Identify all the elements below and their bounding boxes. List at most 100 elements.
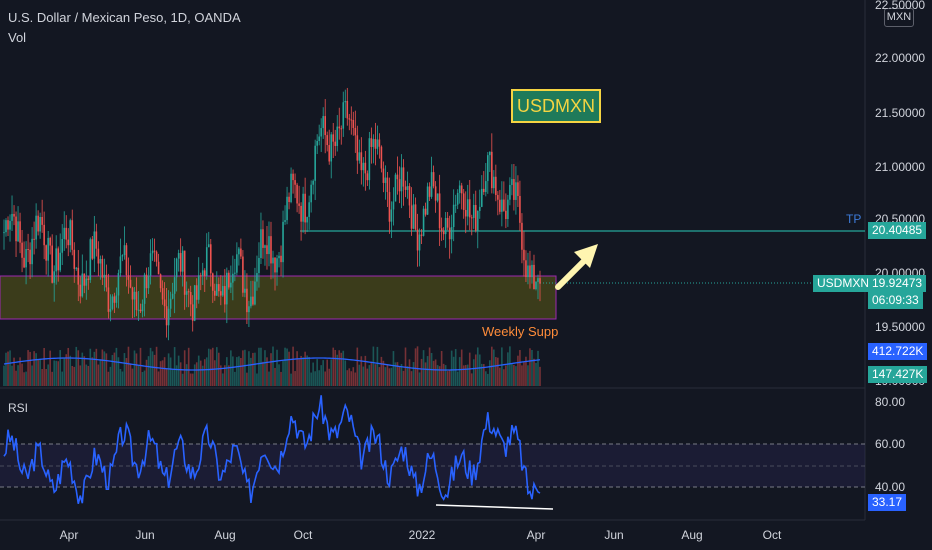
volume-bar	[89, 348, 92, 386]
candle-body	[234, 272, 236, 274]
volume-bar	[338, 350, 341, 386]
candle-body	[316, 140, 318, 146]
candle-body	[67, 239, 70, 246]
candle-body	[29, 249, 31, 265]
volume-bar	[390, 367, 393, 386]
candle-body	[525, 260, 527, 278]
candle-body	[438, 193, 441, 229]
up-arrow-icon	[555, 244, 598, 290]
candle-body	[362, 162, 365, 171]
candle-body	[11, 213, 13, 221]
candle-body	[330, 134, 333, 162]
volume-bar	[181, 373, 184, 386]
candle-body	[252, 296, 254, 305]
candle-body	[53, 271, 55, 283]
candle-body	[499, 199, 501, 212]
volume-bar	[129, 363, 132, 386]
volume-bar	[472, 359, 475, 386]
candle-body	[326, 135, 329, 146]
volume-bar	[408, 359, 411, 386]
volume-bar	[103, 351, 106, 386]
volume-bar	[515, 366, 517, 386]
candle-body	[344, 100, 347, 103]
volume-bar	[13, 357, 15, 386]
candle-body	[171, 293, 174, 299]
volume-bar	[344, 360, 347, 386]
volume-bar	[143, 370, 146, 386]
candle-body	[51, 245, 53, 283]
volume-bar	[5, 352, 7, 386]
candle-body	[79, 284, 82, 297]
volume-bar	[495, 357, 497, 386]
volume-bar	[388, 368, 391, 386]
rsi-tick: 80.00	[875, 395, 906, 409]
currency-badge[interactable]: MXN	[884, 8, 914, 27]
price-tick: 21.50000	[875, 106, 926, 120]
candle-body	[284, 220, 286, 222]
countdown-badge: 06:09:33	[868, 292, 923, 309]
volume-bar	[67, 347, 70, 386]
volume-bar	[262, 361, 264, 386]
volume-bar	[398, 366, 401, 386]
candle-body	[519, 195, 521, 223]
candle-body	[264, 245, 266, 248]
candle-body	[109, 308, 112, 312]
candle-body	[157, 261, 160, 275]
candle-body	[432, 172, 435, 187]
candle-body	[139, 309, 142, 312]
volume-bar	[503, 369, 505, 386]
candle-body	[478, 206, 481, 211]
candle-body	[163, 299, 166, 307]
volume-bar	[396, 362, 399, 386]
candle-body	[238, 248, 240, 255]
candle-body	[356, 135, 359, 161]
candle-body	[165, 306, 168, 326]
volume-bars	[3, 346, 541, 386]
candle-body	[23, 257, 25, 268]
volume-bar	[308, 356, 310, 386]
volume-bar	[380, 356, 383, 386]
volume-bar	[507, 352, 509, 386]
rsi-tick: 40.00	[875, 480, 906, 494]
candle-body	[366, 173, 369, 181]
candle-body	[272, 257, 274, 264]
candle-body	[458, 185, 461, 193]
candle-body	[296, 184, 298, 204]
candle-body	[436, 193, 439, 201]
candle-body	[17, 221, 19, 242]
volume-bar	[312, 362, 314, 386]
candle-body	[31, 238, 33, 265]
price-tick: 22.00000	[875, 51, 926, 65]
volume-bar	[517, 355, 519, 386]
volume-bar	[27, 350, 29, 386]
volume-bar	[446, 371, 449, 386]
candle-body	[340, 128, 343, 130]
candle-body	[324, 116, 326, 136]
candle-body	[85, 278, 88, 286]
volume-bar	[39, 359, 41, 386]
candle-body	[428, 186, 431, 197]
volume-bar	[73, 366, 76, 386]
candle-body	[147, 275, 150, 289]
candle-body	[442, 230, 445, 235]
volume-bar	[539, 366, 541, 386]
volume-bar	[354, 372, 357, 386]
candle-body	[63, 227, 66, 240]
candle-body	[173, 277, 176, 294]
volume-bar	[284, 347, 286, 386]
candle-body	[382, 168, 385, 183]
volume-bar	[201, 365, 204, 386]
candle-body	[153, 250, 156, 252]
volume-bar	[3, 365, 5, 386]
candle-body	[133, 291, 136, 300]
candle-body	[159, 274, 162, 289]
tp-label: TP	[846, 212, 862, 226]
volume-bar	[330, 359, 333, 386]
candle-body	[521, 222, 523, 250]
volume-bar	[360, 356, 363, 386]
volume-bar	[207, 348, 210, 386]
candle-body	[444, 217, 447, 235]
volume-bar	[336, 354, 339, 386]
candle-body	[493, 176, 495, 189]
